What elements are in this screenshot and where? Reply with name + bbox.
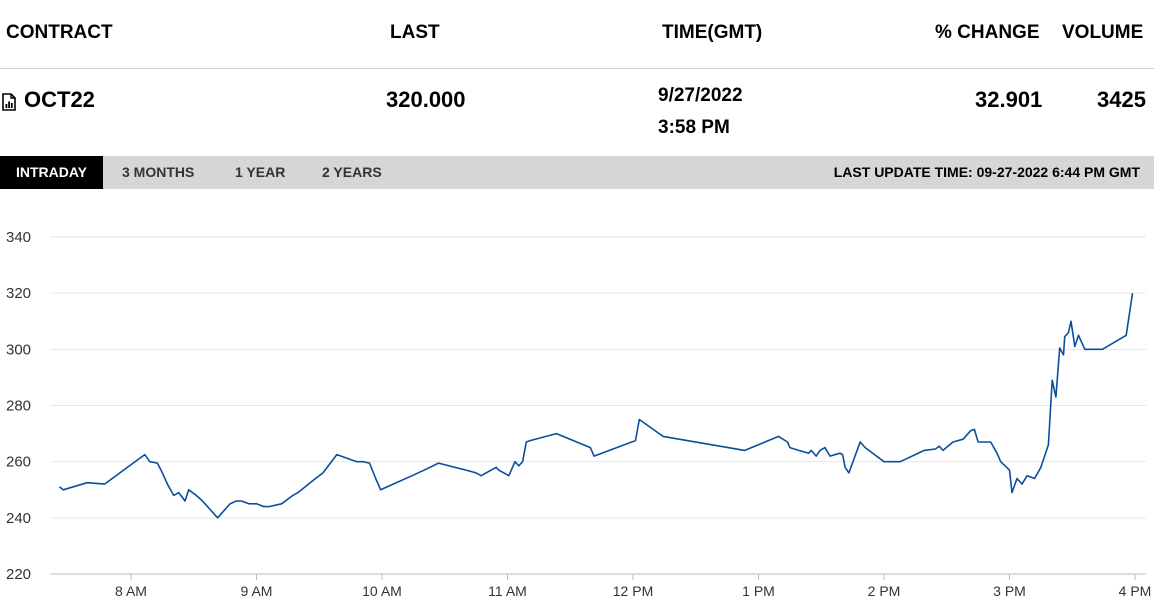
x-tick-label: 11 AM (488, 583, 527, 599)
trade-date: 9/27/2022 (658, 85, 743, 106)
x-tick-label: 12 PM (613, 583, 653, 599)
tab-2-years[interactable]: 2 YEARS (322, 164, 382, 180)
volume-column-header: VOLUME (1062, 22, 1144, 43)
tab-1-year[interactable]: 1 YEAR (235, 164, 286, 180)
y-axis-ticks: 220 240 260 280 300 320 340 (6, 229, 31, 583)
y-tick-label: 240 (6, 510, 31, 527)
trade-time: 3:58 PM (658, 117, 730, 138)
contract-column-header: CONTRACT (6, 22, 113, 43)
chart-range-tabs: INTRADAY 3 MONTHS 1 YEAR 2 YEARS LAST UP… (0, 156, 1154, 189)
tab-3-months[interactable]: 3 MONTHS (122, 164, 195, 180)
change-column-header: % CHANGE (935, 22, 1040, 43)
y-tick-label: 260 (6, 454, 31, 471)
tab-intraday[interactable]: INTRADAY (0, 156, 103, 189)
x-tick-label: 10 AM (362, 583, 402, 599)
last-column-header: LAST (390, 22, 440, 43)
chart-gridlines (50, 236, 1146, 575)
x-tick-label: 2 PM (868, 583, 901, 599)
contract-name[interactable]: OCT22 (24, 87, 95, 112)
y-tick-label: 300 (6, 341, 31, 358)
x-tick-label: 1 PM (742, 583, 775, 599)
last-price: 320.000 (386, 87, 466, 112)
intraday-price-chart: 220 240 260 280 300 320 340 8 AM 9 AM 10 AM 11 AM… (6, 229, 1151, 599)
time-column-header: TIME(GMT) (662, 22, 763, 43)
y-tick-label: 280 (6, 398, 31, 415)
report-file-icon[interactable] (2, 93, 16, 116)
price-series-line (59, 293, 1134, 519)
y-tick-label: 320 (6, 285, 31, 302)
x-tick-label: 9 AM (241, 583, 273, 599)
volume-value: 3425 (1097, 87, 1146, 112)
y-tick-label: 220 (6, 566, 31, 583)
x-tick-label: 4 PM (1119, 583, 1152, 599)
table-row: OCT22 320.000 9/27/2022 3:58 PM 32.901 3… (0, 69, 1154, 155)
x-tick-label: 8 AM (115, 583, 147, 599)
x-axis: 8 AM 9 AM 10 AM 11 AM 12 PM 1 PM 2 PM 3 PM 4 PM (115, 574, 1151, 599)
percent-change: 32.901 (975, 87, 1043, 112)
x-tick-label: 3 PM (993, 583, 1026, 599)
table-header: CONTRACT LAST TIME(GMT) % CHANGE VOLUME (0, 0, 1154, 69)
y-tick-label: 340 (6, 229, 31, 246)
last-update-time: LAST UPDATE TIME: 09-27-2022 6:44 PM GMT (833, 164, 1140, 180)
